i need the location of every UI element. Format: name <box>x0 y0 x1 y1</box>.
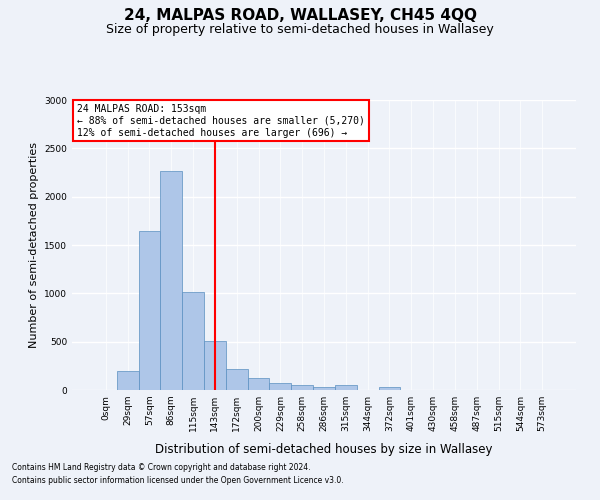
Bar <box>335 385 357 390</box>
Bar <box>379 386 400 390</box>
Text: Contains HM Land Registry data © Crown copyright and database right 2024.: Contains HM Land Registry data © Crown c… <box>12 464 311 472</box>
Y-axis label: Number of semi-detached properties: Number of semi-detached properties <box>29 142 38 348</box>
Bar <box>204 340 226 390</box>
Bar <box>248 378 269 390</box>
Bar <box>226 369 248 390</box>
Bar <box>117 370 139 390</box>
Text: Size of property relative to semi-detached houses in Wallasey: Size of property relative to semi-detach… <box>106 22 494 36</box>
Bar <box>291 385 313 390</box>
Bar <box>182 292 204 390</box>
Text: Distribution of semi-detached houses by size in Wallasey: Distribution of semi-detached houses by … <box>155 442 493 456</box>
Text: 24 MALPAS ROAD: 153sqm
← 88% of semi-detached houses are smaller (5,270)
12% of : 24 MALPAS ROAD: 153sqm ← 88% of semi-det… <box>77 104 365 138</box>
Bar <box>160 170 182 390</box>
Bar <box>313 386 335 390</box>
Bar <box>139 230 160 390</box>
Bar <box>269 383 291 390</box>
Text: 24, MALPAS ROAD, WALLASEY, CH45 4QQ: 24, MALPAS ROAD, WALLASEY, CH45 4QQ <box>124 8 476 22</box>
Text: Contains public sector information licensed under the Open Government Licence v3: Contains public sector information licen… <box>12 476 344 485</box>
